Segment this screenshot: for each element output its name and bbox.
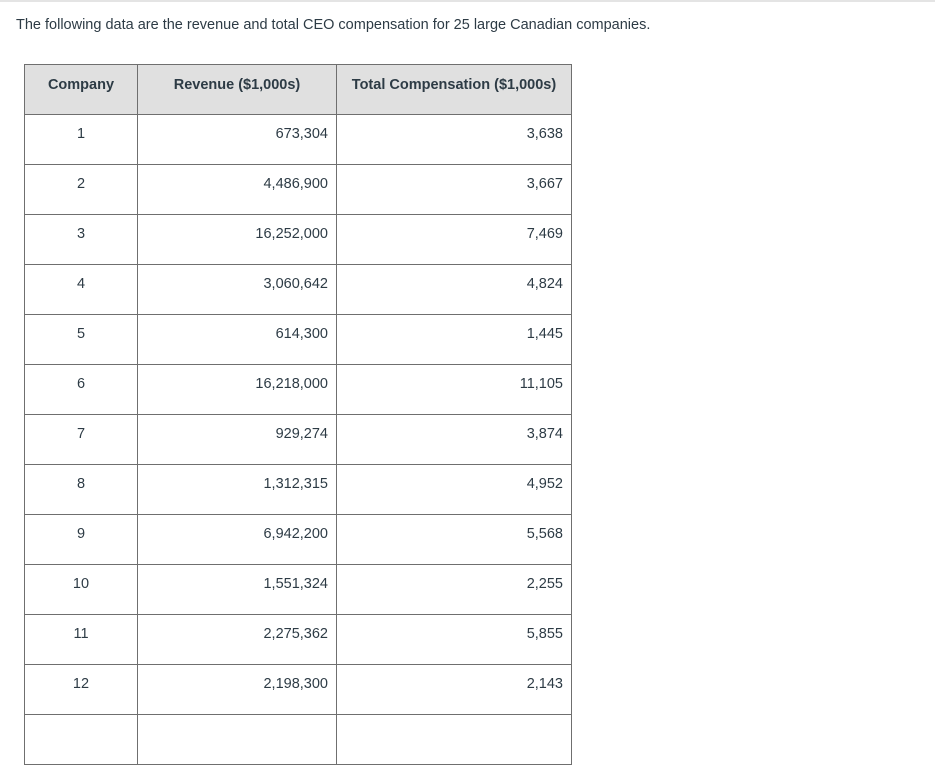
table-row: 12 2,198,300 2,143	[24, 664, 572, 715]
company-cell: 9	[24, 514, 138, 565]
compensation-cell: 4,952	[336, 464, 572, 515]
compensation-cell: 3,874	[336, 414, 572, 465]
revenue-cell: 2,198,300	[137, 664, 337, 715]
compensation-cell: 7,469	[336, 214, 572, 265]
company-cell	[24, 714, 138, 765]
column-header-revenue: Revenue ($1,000s)	[137, 64, 337, 115]
compensation-cell: 3,638	[336, 114, 572, 165]
compensation-cell: 5,855	[336, 614, 572, 665]
company-cell: 7	[24, 414, 138, 465]
table-row: 7 929,274 3,874	[24, 414, 572, 465]
table-row: 6 16,218,000 11,105	[24, 364, 572, 415]
revenue-cell	[137, 714, 337, 765]
compensation-cell: 1,445	[336, 314, 572, 365]
company-cell: 8	[24, 464, 138, 515]
data-table: Company Revenue ($1,000s) Total Compensa…	[24, 64, 572, 765]
top-divider	[0, 0, 935, 2]
table-row: 8 1,312,315 4,952	[24, 464, 572, 515]
company-cell: 2	[24, 164, 138, 215]
table-row: 1 673,304 3,638	[24, 114, 572, 165]
table-row: 4 3,060,642 4,824	[24, 264, 572, 315]
revenue-cell: 6,942,200	[137, 514, 337, 565]
company-cell: 10	[24, 564, 138, 615]
compensation-cell: 2,143	[336, 664, 572, 715]
company-cell: 11	[24, 614, 138, 665]
company-cell: 5	[24, 314, 138, 365]
revenue-cell: 16,252,000	[137, 214, 337, 265]
company-cell: 12	[24, 664, 138, 715]
table-row: 9 6,942,200 5,568	[24, 514, 572, 565]
compensation-cell: 5,568	[336, 514, 572, 565]
revenue-cell: 614,300	[137, 314, 337, 365]
compensation-cell: 3,667	[336, 164, 572, 215]
revenue-cell: 929,274	[137, 414, 337, 465]
company-cell: 1	[24, 114, 138, 165]
company-cell: 3	[24, 214, 138, 265]
table-row-partial	[24, 714, 572, 765]
table-row: 2 4,486,900 3,667	[24, 164, 572, 215]
company-cell: 6	[24, 364, 138, 415]
revenue-cell: 1,551,324	[137, 564, 337, 615]
table-row: 10 1,551,324 2,255	[24, 564, 572, 615]
column-header-compensation: Total Compensation ($1,000s)	[336, 64, 572, 115]
table-header-row: Company Revenue ($1,000s) Total Compensa…	[24, 64, 572, 115]
compensation-cell: 11,105	[336, 364, 572, 415]
company-cell: 4	[24, 264, 138, 315]
revenue-cell: 4,486,900	[137, 164, 337, 215]
revenue-cell: 16,218,000	[137, 364, 337, 415]
table-row: 5 614,300 1,445	[24, 314, 572, 365]
compensation-cell: 4,824	[336, 264, 572, 315]
compensation-cell: 2,255	[336, 564, 572, 615]
compensation-cell	[336, 714, 572, 765]
column-header-company: Company	[24, 64, 138, 115]
revenue-cell: 3,060,642	[137, 264, 337, 315]
intro-text: The following data are the revenue and t…	[16, 17, 651, 33]
table-row: 3 16,252,000 7,469	[24, 214, 572, 265]
revenue-cell: 1,312,315	[137, 464, 337, 515]
revenue-cell: 2,275,362	[137, 614, 337, 665]
table-row: 11 2,275,362 5,855	[24, 614, 572, 665]
revenue-cell: 673,304	[137, 114, 337, 165]
